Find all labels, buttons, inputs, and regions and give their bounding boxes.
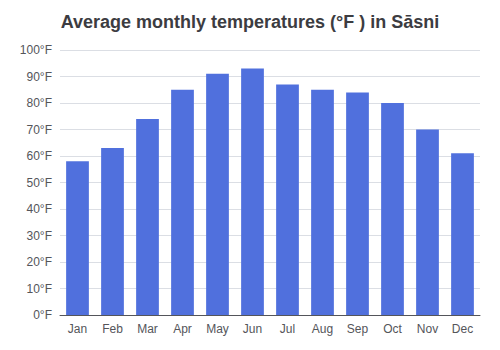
svg-text:Jul: Jul <box>280 322 295 336</box>
svg-text:Mar: Mar <box>137 322 158 336</box>
svg-text:Sep: Sep <box>347 322 369 336</box>
svg-text:60°F: 60°F <box>27 149 52 163</box>
svg-text:20°F: 20°F <box>27 255 52 269</box>
svg-text:May: May <box>206 322 229 336</box>
svg-text:70°F: 70°F <box>27 123 52 137</box>
svg-text:100°F: 100°F <box>20 43 52 57</box>
svg-text:10°F: 10°F <box>27 282 52 296</box>
svg-text:Aug: Aug <box>312 322 333 336</box>
svg-text:Apr: Apr <box>173 322 192 336</box>
svg-text:80°F: 80°F <box>27 96 52 110</box>
svg-text:90°F: 90°F <box>27 70 52 84</box>
svg-text:0°F: 0°F <box>33 308 52 322</box>
svg-text:Jun: Jun <box>243 322 262 336</box>
svg-text:Oct: Oct <box>383 322 402 336</box>
svg-text:Jan: Jan <box>68 322 87 336</box>
svg-text:Average monthly temperatures (: Average monthly temperatures (°F ) in Sā… <box>61 12 440 32</box>
svg-text:30°F: 30°F <box>27 229 52 243</box>
svg-text:50°F: 50°F <box>27 176 52 190</box>
svg-text:40°F: 40°F <box>27 202 52 216</box>
svg-text:Nov: Nov <box>417 322 438 336</box>
svg-text:Feb: Feb <box>102 322 123 336</box>
svg-text:Dec: Dec <box>452 322 473 336</box>
